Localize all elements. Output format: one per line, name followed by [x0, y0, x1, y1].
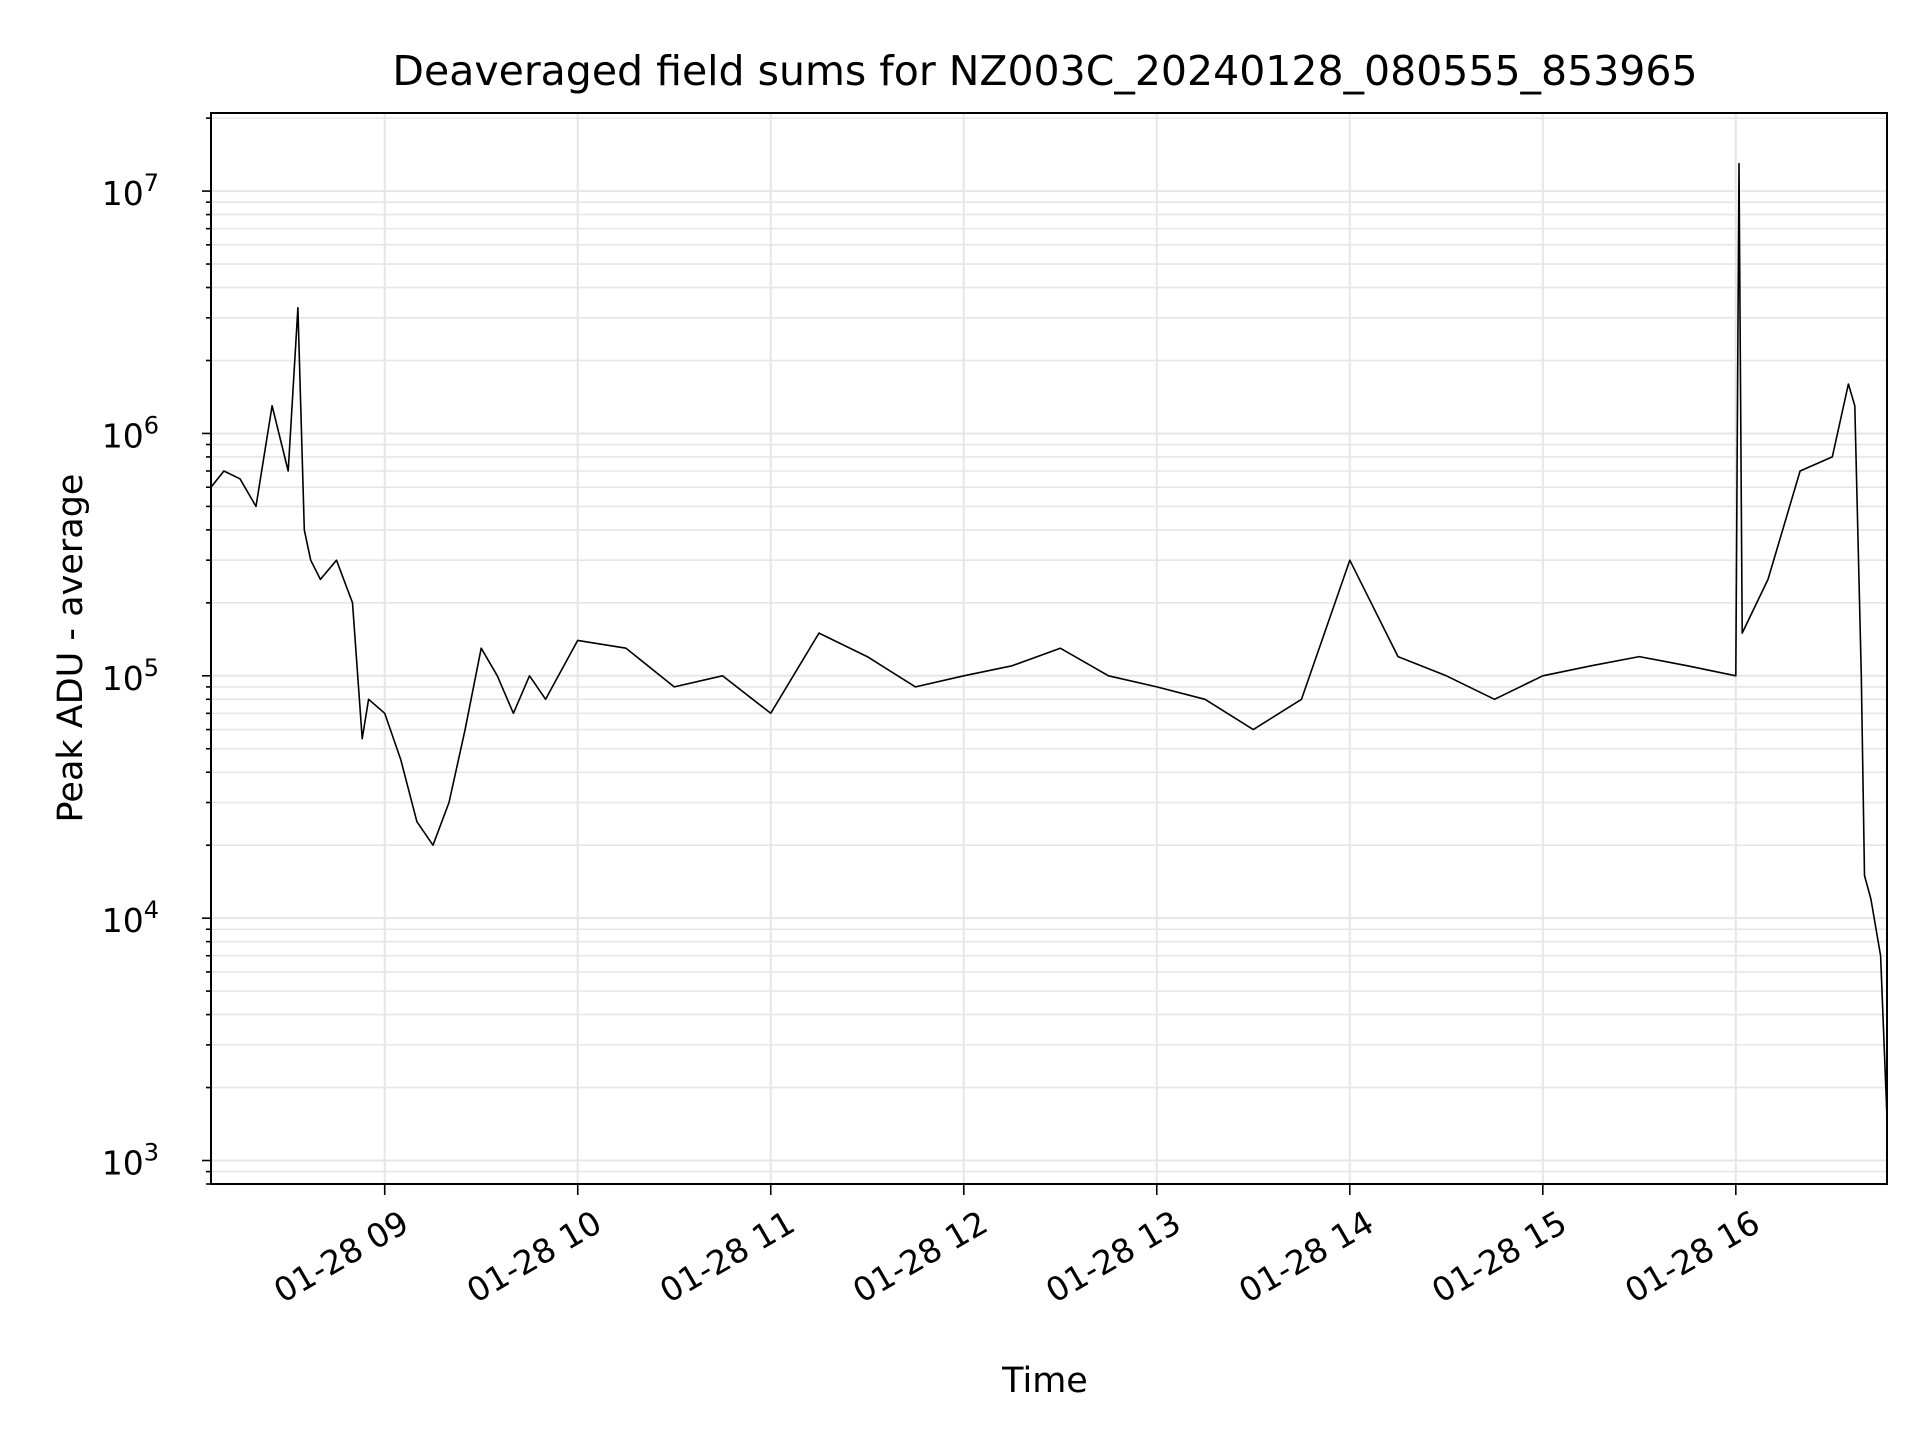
grid: [211, 113, 1887, 1185]
y-tick-label: 105: [102, 654, 159, 698]
y-tick-label: 104: [102, 896, 159, 940]
y-tick-label-exponent: 7: [144, 169, 159, 197]
y-tick-label-base: 10: [102, 1144, 144, 1183]
y-tick-label: 103: [102, 1139, 159, 1183]
y-tick-label-exponent: 4: [144, 896, 159, 924]
y-tick-label-base: 10: [102, 174, 144, 213]
y-tick-label-base: 10: [102, 416, 144, 455]
x-axis-label: Time: [1001, 1361, 1088, 1401]
y-tick-label-exponent: 3: [144, 1139, 159, 1167]
y-tick-label-base: 10: [102, 901, 144, 940]
axes-frame: [210, 112, 1888, 1185]
series-line: [210, 162, 1888, 1118]
y-tick-label: 107: [102, 169, 159, 213]
y-tick-label: 106: [102, 411, 159, 455]
y-tick-label-exponent: 6: [144, 411, 159, 439]
y-axis-label: Peak ADU - average: [51, 474, 91, 823]
y-tick-label-base: 10: [102, 659, 144, 698]
y-tick-label-exponent: 5: [144, 654, 159, 682]
chart-title: Deaveraged field sums for NZ003C_2024012…: [392, 47, 1697, 95]
series-layer: [210, 162, 1888, 1118]
